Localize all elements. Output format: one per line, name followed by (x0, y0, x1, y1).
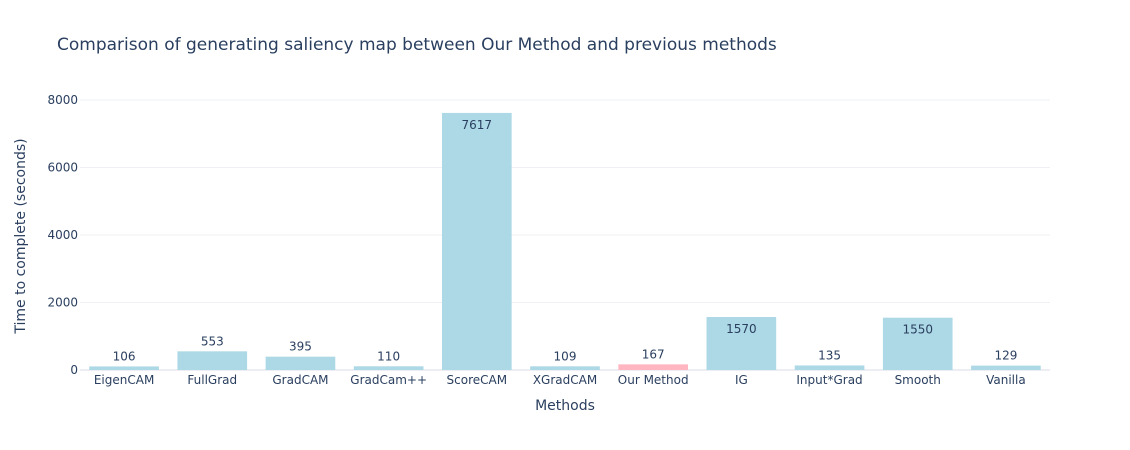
x-tick-label: GradCAM (272, 373, 328, 387)
bar-value-label: 395 (289, 340, 312, 354)
x-tick-label: IG (735, 373, 748, 387)
y-tick-label: 4000 (47, 228, 78, 242)
x-tick-label: Our Method (618, 373, 689, 387)
bar (441, 112, 512, 371)
bars (89, 112, 1041, 371)
bar-value-label: 110 (377, 349, 400, 363)
x-tick-label: Vanilla (986, 373, 1026, 387)
x-tick-label: FullGrad (187, 373, 237, 387)
x-tick-label: Smooth (895, 373, 941, 387)
x-tick-label: EigenCAM (94, 373, 154, 387)
bar (618, 364, 689, 370)
y-tick-label: 2000 (47, 296, 78, 310)
bar-value-labels: 106 553 395 110 7617 109 167 1570 135 1550 129 (113, 118, 1018, 363)
bar (882, 317, 953, 370)
bar (706, 317, 777, 370)
bar-value-label: 1570 (726, 322, 757, 336)
y-tick-label: 6000 (47, 161, 78, 175)
bar (89, 366, 159, 370)
bar (971, 365, 1041, 370)
y-tick-label: 8000 (47, 93, 78, 107)
bar-value-label: 109 (554, 349, 577, 363)
x-tick-label: Input*Grad (796, 373, 862, 387)
bar-value-label: 7617 (462, 118, 493, 132)
bar-value-label: 129 (994, 349, 1017, 363)
x-tick-label: XGradCAM (533, 373, 597, 387)
x-axis-title: Methods (535, 398, 595, 414)
bar (353, 366, 424, 370)
y-axis-ticks: 0 2000 4000 6000 8000 (47, 93, 78, 377)
y-tick-label: 0 (70, 363, 78, 377)
bar (794, 365, 865, 370)
bar-value-label: 167 (642, 347, 665, 361)
chart-title: Comparison of generating saliency map be… (57, 35, 777, 55)
x-tick-label: GradCam++ (350, 373, 427, 387)
bar (265, 356, 336, 370)
bar (530, 366, 600, 370)
bar (177, 351, 248, 370)
x-axis-ticks: EigenCAM FullGrad GradCAM GradCam++ ScoreCAM… (94, 373, 1026, 387)
bar-value-label: 553 (201, 334, 224, 348)
bar-value-label: 1550 (902, 323, 933, 337)
y-axis-title: Time to complete (seconds) (13, 138, 29, 334)
bar-value-label: 135 (818, 348, 841, 362)
x-tick-label: ScoreCAM (447, 373, 508, 387)
bar-value-label: 106 (113, 349, 136, 363)
